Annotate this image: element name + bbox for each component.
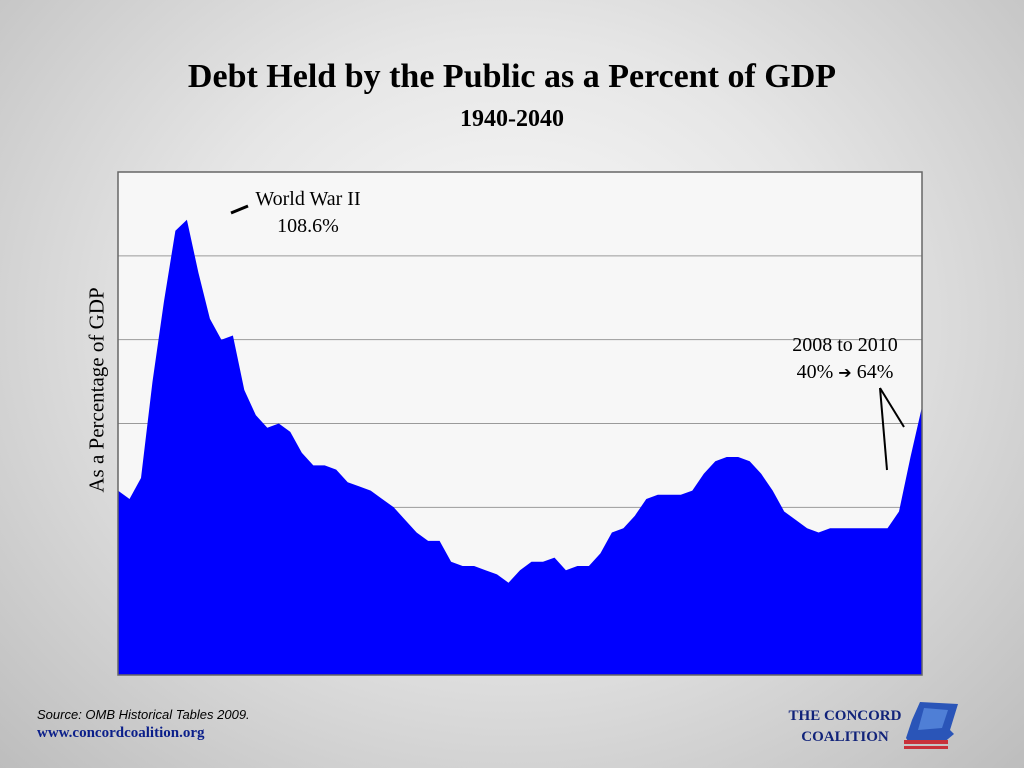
- ww2-label: World War II: [236, 186, 380, 213]
- ww2-value: 108.6%: [236, 213, 380, 240]
- recent-to-value: 64%: [857, 361, 894, 383]
- website-link[interactable]: www.concordcoalition.org: [37, 725, 204, 742]
- ww2-annotation: World War II 108.6%: [236, 186, 380, 240]
- recent-annotation: 2008 to 2010 40% ➔ 64%: [770, 332, 920, 386]
- logo-line-2: COALITION: [770, 727, 920, 748]
- source-note: Source: OMB Historical Tables 2009.: [37, 707, 250, 722]
- concord-coalition-logo-text: THE CONCORD COALITION: [770, 706, 920, 748]
- right-arrow-icon: ➔: [838, 363, 851, 382]
- recent-range-label: 2008 to 2010: [770, 332, 920, 359]
- concord-coalition-logo-icon: [902, 700, 962, 752]
- logo-line-1: THE CONCORD: [770, 706, 920, 727]
- recent-from-value: 40%: [797, 361, 834, 383]
